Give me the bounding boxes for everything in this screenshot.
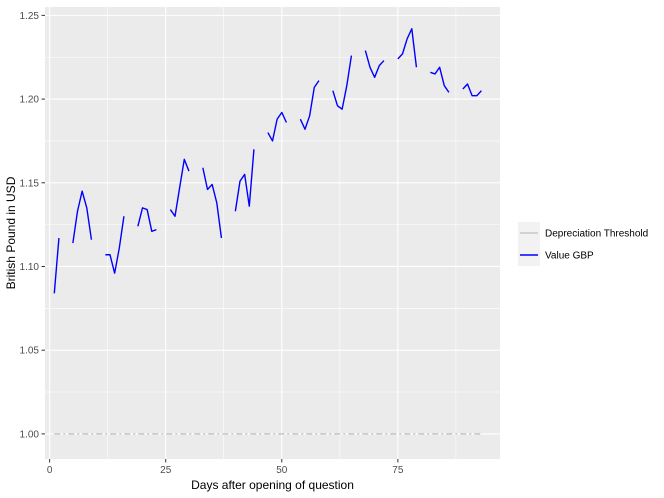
y-tick-label: 1.10 bbox=[20, 262, 40, 273]
value-gbp-line bbox=[364, 50, 385, 79]
legend: Depreciation Threshold Value GBP bbox=[518, 222, 648, 266]
value-gbp-line bbox=[397, 28, 418, 68]
minor-gridlines bbox=[45, 7, 500, 459]
legend-label: Depreciation Threshold bbox=[545, 229, 648, 240]
value-gbp-line bbox=[430, 66, 450, 93]
value-gbp-line bbox=[234, 149, 255, 212]
value-gbp-line bbox=[202, 167, 223, 239]
value-gbp-line bbox=[105, 216, 125, 274]
value-gbp-line bbox=[267, 111, 288, 142]
value-gbp-line bbox=[462, 83, 482, 97]
value-gbp-line bbox=[299, 80, 320, 130]
y-tick-label: 1.25 bbox=[20, 11, 40, 22]
x-axis-title: Days after opening of question bbox=[191, 478, 354, 492]
x-tick-label: 25 bbox=[160, 465, 172, 476]
y-axis: 1.00 1.05 1.10 1.15 1.20 1.25 bbox=[20, 11, 45, 440]
y-tick-label: 1.00 bbox=[20, 429, 40, 440]
value-gbp-line bbox=[332, 55, 353, 110]
value-gbp-line bbox=[137, 207, 157, 233]
major-gridlines bbox=[45, 7, 500, 459]
y-axis-title: British Pound in USD bbox=[4, 176, 18, 289]
y-tick-label: 1.05 bbox=[20, 346, 40, 357]
value-gbp-line bbox=[169, 158, 190, 217]
plot-panel bbox=[45, 7, 500, 459]
x-tick-label: 50 bbox=[276, 465, 288, 476]
series-layer bbox=[53, 28, 482, 435]
value-gbp-line bbox=[53, 237, 60, 294]
x-tick-label: 75 bbox=[392, 465, 404, 476]
y-tick-label: 1.20 bbox=[20, 95, 40, 106]
legend-label: Value GBP bbox=[545, 251, 594, 262]
value-gbp-line bbox=[72, 190, 93, 244]
x-tick-label: 0 bbox=[47, 465, 53, 476]
x-axis: 0 25 50 75 bbox=[47, 459, 404, 476]
y-tick-label: 1.15 bbox=[20, 178, 40, 189]
